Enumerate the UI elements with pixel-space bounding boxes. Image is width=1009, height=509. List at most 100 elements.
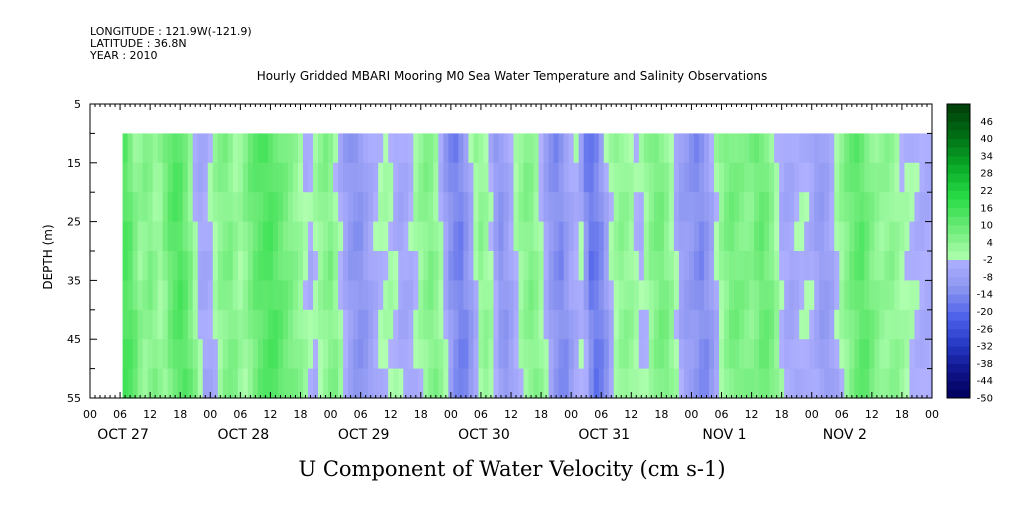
heatmap-cell (924, 339, 931, 370)
heatmap-cell (152, 280, 159, 311)
heatmap-cell (879, 309, 885, 340)
colorbar-tick-label: -8 (983, 272, 993, 283)
heatmap-cell (583, 339, 590, 370)
heatmap-cell (688, 133, 695, 164)
heatmap-cell (177, 133, 184, 164)
heatmap-cell (924, 309, 931, 340)
heatmap-cell (869, 162, 875, 193)
heatmap-cell (713, 221, 720, 252)
heatmap-cell (899, 368, 906, 399)
heatmap-cell (523, 280, 530, 311)
heatmap-cell (132, 368, 139, 399)
heatmap-cell (463, 280, 469, 311)
heatmap-cell (438, 368, 444, 399)
heatmap-cell (648, 339, 655, 370)
heatmap-cell (718, 368, 725, 399)
heatmap-cell (428, 162, 434, 193)
heatmap-cell (413, 133, 419, 164)
heatmap-cell (383, 133, 389, 164)
heatmap-cell (663, 221, 670, 252)
heatmap-cell (533, 162, 540, 193)
heatmap-cell (794, 133, 800, 164)
heatmap-cell (834, 280, 840, 311)
heatmap-cell (147, 309, 154, 340)
heatmap-cell (608, 251, 615, 281)
heatmap-cell (588, 133, 595, 164)
heatmap-cell (538, 280, 545, 311)
heatmap-cell (774, 162, 780, 193)
heatmap-cell (578, 133, 585, 164)
colorbar-bin (947, 259, 970, 269)
x-tick-label: 12 (263, 408, 277, 421)
heatmap-cell (919, 339, 926, 370)
heatmap-cell (638, 280, 645, 311)
heatmap-cell (613, 309, 620, 340)
heatmap-cell (558, 133, 565, 164)
heatmap-cell (152, 251, 159, 281)
heatmap-cell (132, 251, 139, 281)
heatmap-cell (378, 162, 384, 193)
heatmap-cell (202, 133, 209, 164)
heatmap-cell (724, 221, 730, 252)
heatmap-cell (703, 251, 710, 281)
heatmap-cell (884, 309, 890, 340)
heatmap-cell (929, 251, 933, 281)
heatmap-cell (839, 162, 845, 193)
heatmap-cell (598, 162, 605, 193)
heatmap-cell (308, 192, 314, 223)
heatmap-cell (829, 192, 835, 223)
heatmap-cell (598, 309, 605, 340)
heatmap-cell (603, 251, 610, 281)
heatmap-cell (849, 133, 855, 164)
heatmap-cell (297, 251, 304, 281)
colorbar-bin (947, 242, 970, 252)
heatmap-cell (929, 133, 933, 164)
heatmap-cell (308, 133, 314, 164)
heatmap-cell (428, 192, 434, 223)
heatmap-cell (473, 251, 480, 281)
colorbar-tick-label: -38 (977, 359, 993, 370)
heatmap-cell (403, 221, 409, 252)
heatmap-cell (894, 339, 901, 370)
colorbar-bin (947, 328, 970, 338)
heatmap-cell (618, 221, 625, 252)
heatmap-cell (503, 192, 510, 223)
heatmap-cell (448, 251, 454, 281)
heatmap-cell (608, 339, 615, 370)
colorbar-bin (947, 251, 970, 261)
heatmap-cell (383, 309, 389, 340)
heatmap-cell (433, 251, 439, 281)
heatmap-cell (378, 221, 384, 252)
heatmap-cell (874, 280, 880, 311)
heatmap-cell (854, 133, 860, 164)
heatmap-cell (558, 339, 565, 370)
heatmap-cell (779, 221, 785, 252)
heatmap-cell (453, 162, 459, 193)
heatmap-cell (904, 339, 911, 370)
heatmap-cell (282, 280, 289, 311)
heatmap-cell (623, 251, 630, 281)
heatmap-cell (608, 368, 615, 399)
heatmap-cell (804, 339, 810, 370)
heatmap-cell (548, 339, 555, 370)
heatmap-cell (693, 192, 700, 223)
heatmap-cell (749, 192, 755, 223)
heatmap-cell (628, 133, 635, 164)
heatmap-cell (348, 368, 354, 399)
heatmap-cell (318, 339, 324, 370)
heatmap-cell (718, 309, 725, 340)
heatmap-cell (393, 309, 399, 340)
heatmap-cell (423, 221, 429, 252)
heatmap-cell (804, 309, 810, 340)
heatmap-cell (498, 368, 505, 399)
heatmap-cell (433, 133, 439, 164)
heatmap-cell (724, 280, 730, 311)
heatmap-cell (333, 339, 339, 370)
heatmap-cell (237, 133, 244, 164)
heatmap-cell (538, 192, 545, 223)
heatmap-cell (739, 133, 745, 164)
heatmap-cell (834, 339, 840, 370)
heatmap-cell (132, 162, 139, 193)
heatmap-cell (473, 133, 480, 164)
heatmap-cell (368, 221, 374, 252)
